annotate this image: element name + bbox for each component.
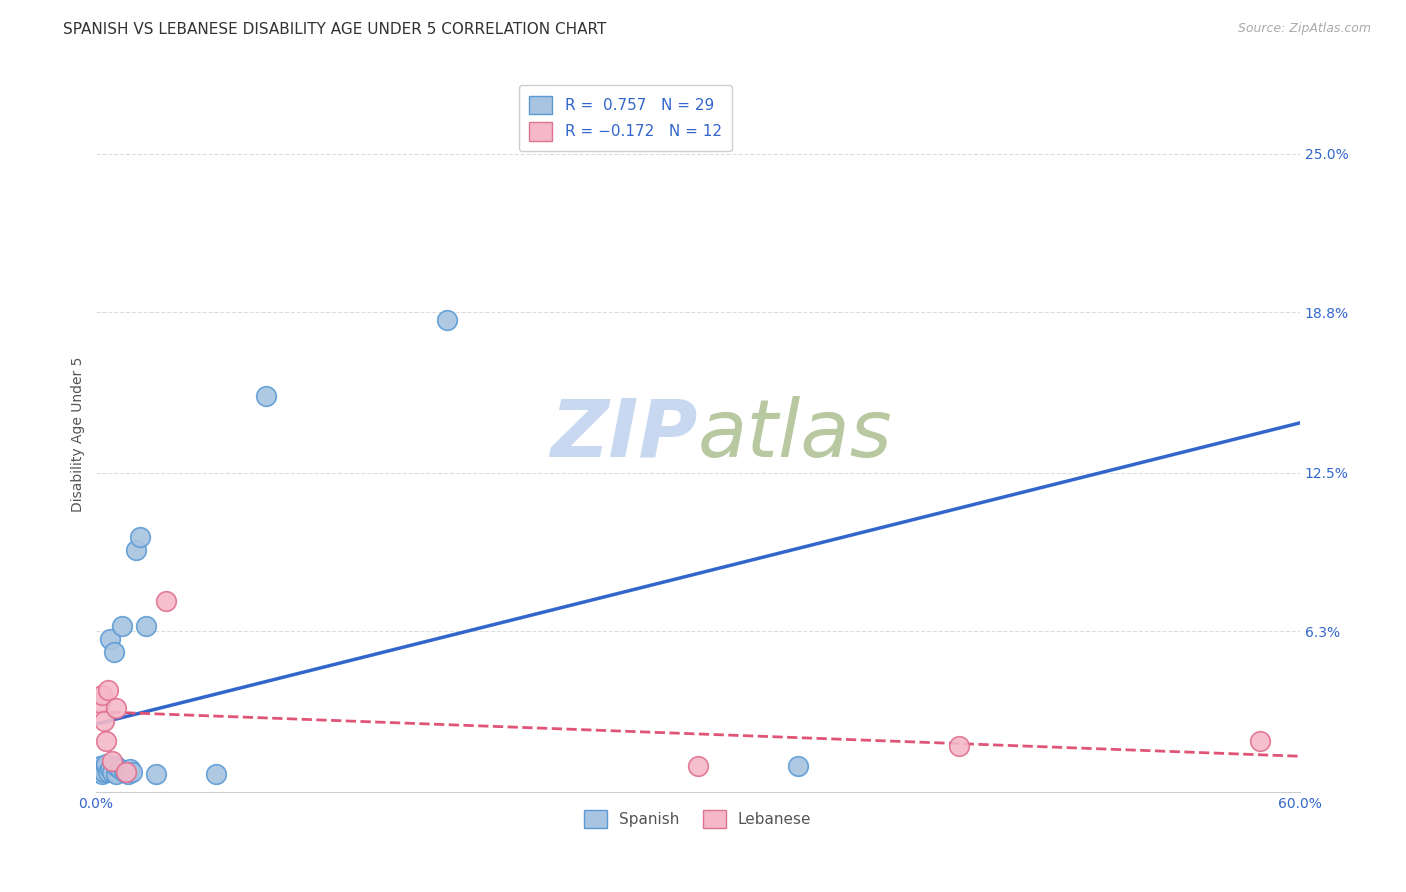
Point xyxy=(121,764,143,779)
Point xyxy=(86,764,108,779)
Text: ZIP: ZIP xyxy=(550,396,697,474)
Point xyxy=(94,756,117,771)
Point xyxy=(125,542,148,557)
Text: Source: ZipAtlas.com: Source: ZipAtlas.com xyxy=(1237,22,1371,36)
Point xyxy=(117,767,139,781)
Point xyxy=(114,764,136,779)
Text: atlas: atlas xyxy=(697,396,893,474)
Point xyxy=(254,389,277,403)
Point xyxy=(135,619,157,633)
Point xyxy=(145,767,167,781)
Y-axis label: Disability Age Under 5: Disability Age Under 5 xyxy=(72,357,86,512)
Point xyxy=(112,764,135,779)
Text: SPANISH VS LEBANESE DISABILITY AGE UNDER 5 CORRELATION CHART: SPANISH VS LEBANESE DISABILITY AGE UNDER… xyxy=(63,22,606,37)
Point xyxy=(93,762,115,776)
Point xyxy=(98,762,121,776)
Point xyxy=(94,734,117,748)
Point xyxy=(90,767,112,781)
Point xyxy=(97,764,120,779)
Point xyxy=(103,645,125,659)
Point xyxy=(118,762,141,776)
Point xyxy=(948,739,970,753)
Point xyxy=(90,688,112,702)
Point xyxy=(104,759,127,773)
Point xyxy=(89,696,111,710)
Point xyxy=(436,313,458,327)
Point xyxy=(94,759,117,773)
Point xyxy=(97,682,120,697)
Point xyxy=(1249,734,1271,748)
Point xyxy=(155,593,177,607)
Point xyxy=(114,764,136,779)
Legend: Spanish, Lebanese: Spanish, Lebanese xyxy=(578,804,817,834)
Point xyxy=(98,632,121,646)
Point xyxy=(205,767,228,781)
Point xyxy=(128,530,150,544)
Point xyxy=(104,700,127,714)
Point xyxy=(89,759,111,773)
Point xyxy=(93,714,115,728)
Point xyxy=(111,619,134,633)
Point xyxy=(104,767,127,781)
Point xyxy=(93,764,115,779)
Point xyxy=(108,762,131,776)
Point xyxy=(100,755,122,769)
Point xyxy=(686,759,709,773)
Point xyxy=(100,764,122,779)
Point xyxy=(787,759,810,773)
